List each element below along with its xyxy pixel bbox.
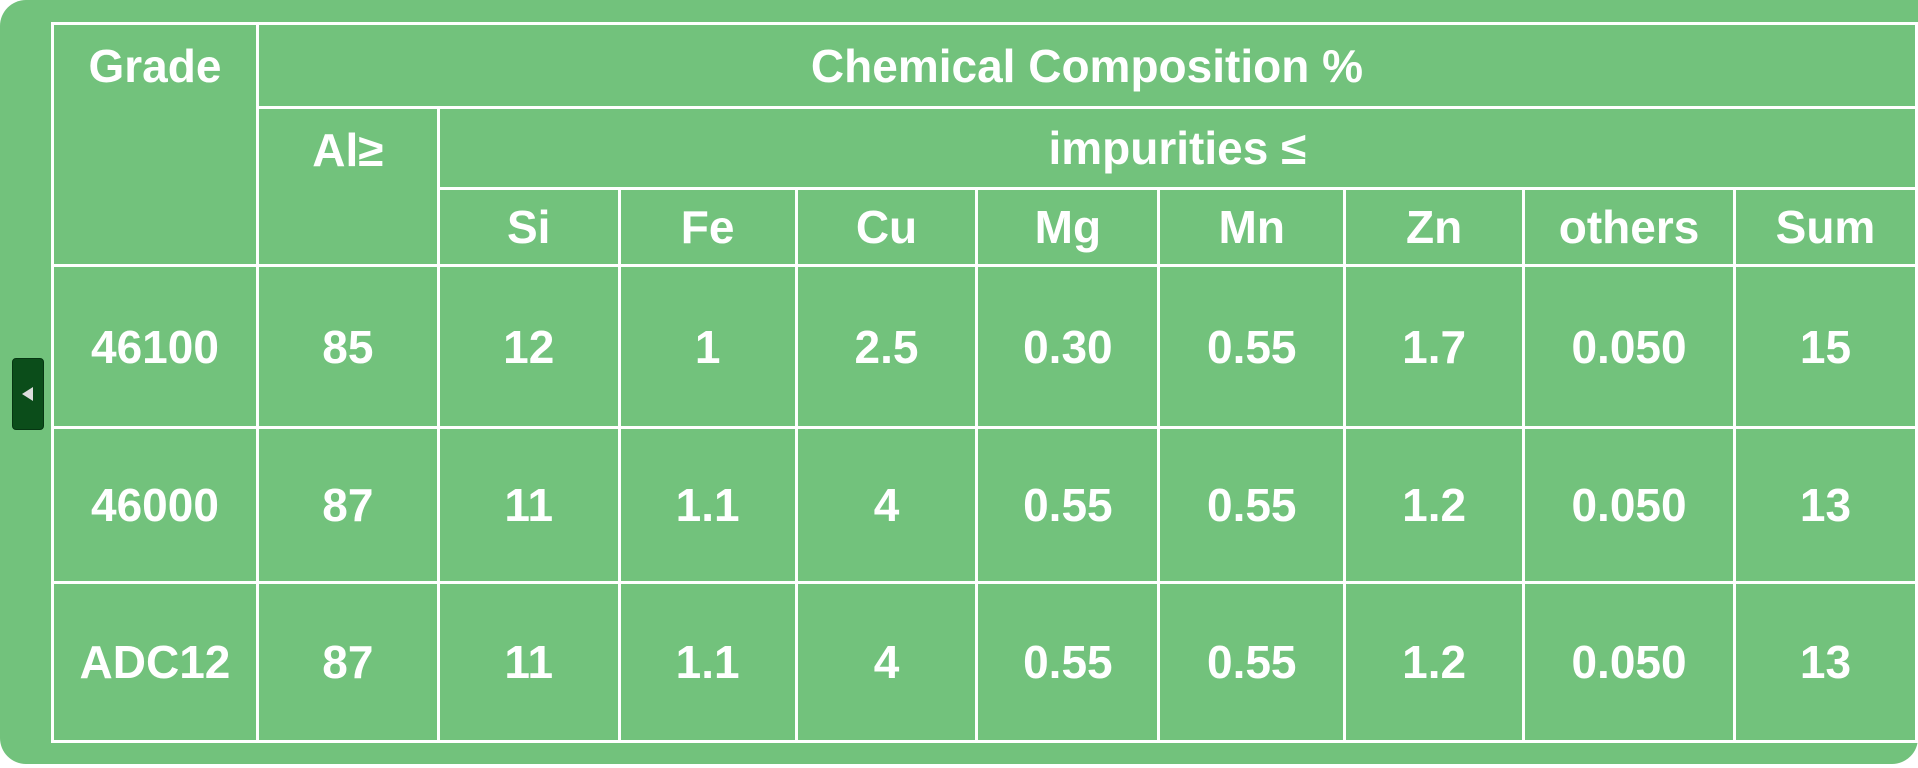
composition-table: Grade Chemical Composition % Al≥ impurit…: [51, 22, 1918, 743]
table-row: 46000 87 11 1.1 4 0.55 0.55 1.2 0.050 13: [51, 426, 1918, 584]
value-cell: 87: [255, 426, 440, 584]
impurities-header: impurities ≤: [436, 106, 1918, 190]
value-cell: 11: [436, 426, 621, 584]
column-header: Fe: [617, 187, 798, 267]
value-cell: 1.2: [1343, 426, 1526, 584]
value-cell: 13: [1733, 581, 1918, 743]
grade-cell: ADC12: [51, 581, 259, 743]
column-header: others: [1522, 187, 1736, 267]
value-cell: 85: [255, 264, 440, 429]
value-cell: 87: [255, 581, 440, 743]
value-cell: 0.050: [1522, 264, 1736, 429]
value-cell: 15: [1733, 264, 1918, 429]
column-header: Zn: [1343, 187, 1526, 267]
value-cell: 1.2: [1343, 581, 1526, 743]
column-header: Cu: [794, 187, 979, 267]
value-cell: 0.55: [1157, 426, 1347, 584]
collapse-button[interactable]: [12, 358, 44, 430]
column-header: Si: [436, 187, 621, 267]
table-row: ADC12 87 11 1.1 4 0.55 0.55 1.2 0.050 13: [51, 581, 1918, 743]
value-cell: 0.55: [975, 581, 1161, 743]
grade-cell: 46100: [51, 264, 259, 429]
table-row: 46100 85 12 1 2.5 0.30 0.55 1.7 0.050 15: [51, 264, 1918, 429]
value-cell: 0.55: [1157, 264, 1347, 429]
value-cell: 1.1: [617, 426, 798, 584]
value-cell: 4: [794, 581, 979, 743]
column-header: Sum: [1733, 187, 1918, 267]
composition-header: Chemical Composition %: [255, 22, 1918, 109]
value-cell: 2.5: [794, 264, 979, 429]
value-cell: 0.30: [975, 264, 1161, 429]
value-cell: 0.050: [1522, 426, 1736, 584]
grade-cell: 46000: [51, 426, 259, 584]
al-header: Al≥: [255, 106, 440, 267]
arrow-icon: [22, 387, 33, 401]
column-header: Mg: [975, 187, 1161, 267]
grade-header: Grade: [51, 22, 259, 267]
column-header: Mn: [1157, 187, 1347, 267]
value-cell: 0.55: [975, 426, 1161, 584]
value-cell: 1.7: [1343, 264, 1526, 429]
value-cell: 4: [794, 426, 979, 584]
value-cell: 11: [436, 581, 621, 743]
value-cell: 13: [1733, 426, 1918, 584]
value-cell: 12: [436, 264, 621, 429]
value-cell: 0.050: [1522, 581, 1736, 743]
value-cell: 1: [617, 264, 798, 429]
value-cell: 1.1: [617, 581, 798, 743]
value-cell: 0.55: [1157, 581, 1347, 743]
